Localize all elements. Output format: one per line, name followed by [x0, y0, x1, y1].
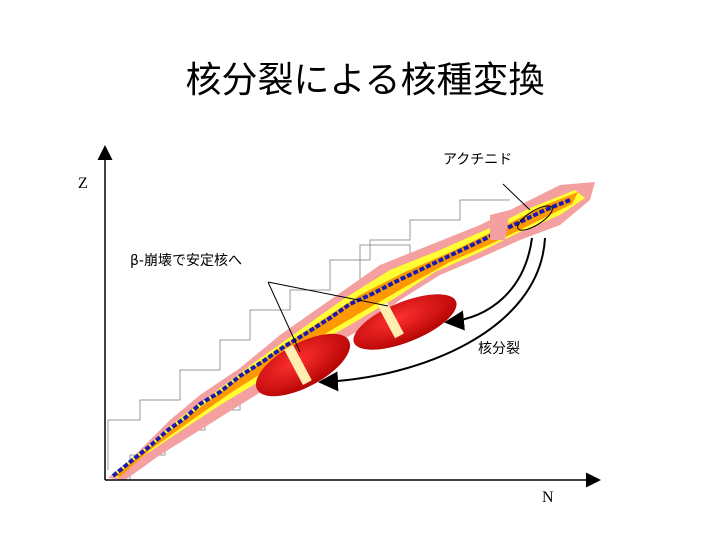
fragments [255, 205, 553, 397]
pointers [267, 183, 546, 392]
fission-label: 核分裂 [478, 341, 520, 357]
nuclide-band [108, 182, 595, 480]
z-axis-label: Z [78, 175, 88, 192]
axes [97, 145, 601, 488]
actinide-label: アクチニド [443, 152, 512, 168]
beta-decay-label: β-崩壊で安定核へ [130, 253, 242, 269]
n-axis-label: N [542, 489, 554, 506]
title: 核分裂による核種変換 [186, 60, 545, 101]
